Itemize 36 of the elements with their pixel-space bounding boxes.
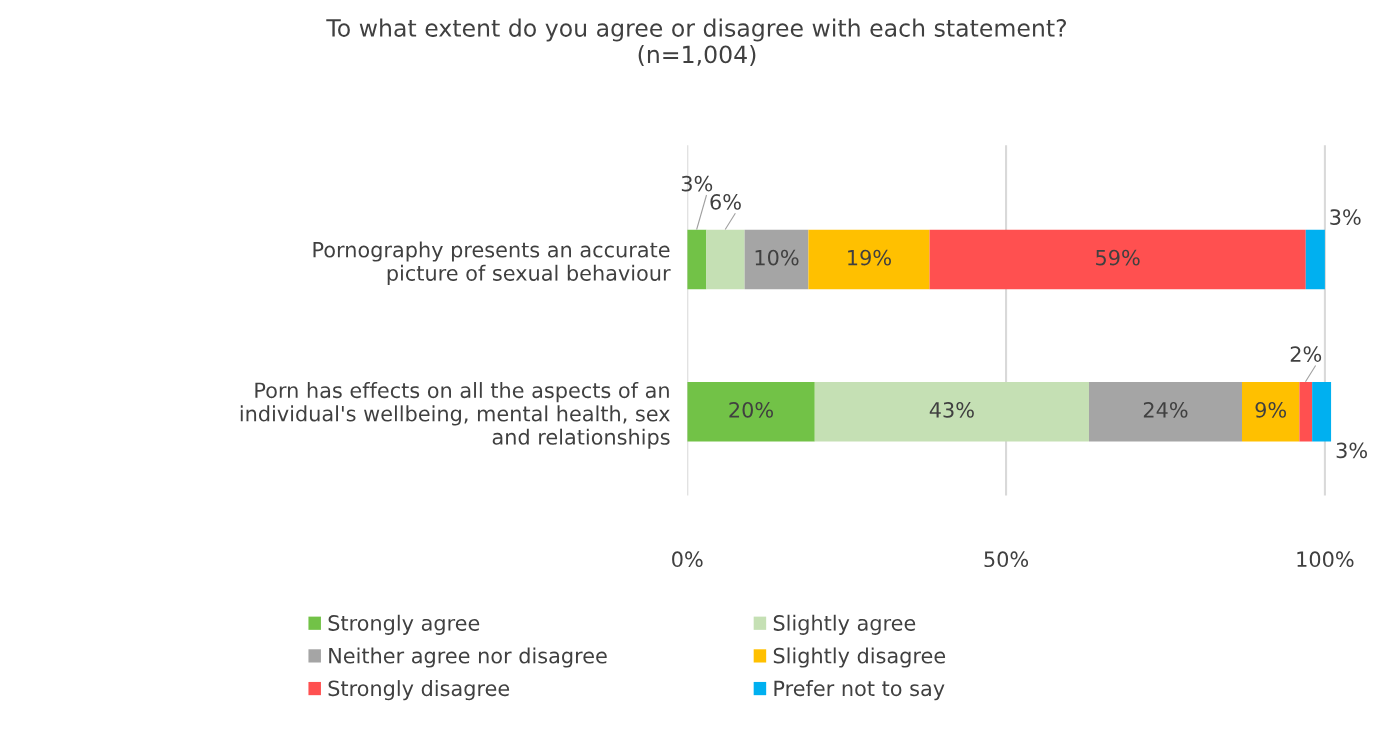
- bar: [929, 229, 1306, 290]
- bar: [1312, 382, 1332, 442]
- legend-label: Slightly agree: [773, 614, 916, 635]
- legend-label: Strongly disagree: [328, 680, 510, 701]
- bar: [808, 229, 930, 290]
- data-label: 2%: [1290, 346, 1322, 362]
- data-label: 3%: [681, 175, 713, 192]
- legend-label: Strongly agree: [328, 614, 480, 635]
- legend-label: Neither agree nor disagree: [329, 647, 607, 668]
- chart-title: To what extent do you agree or disagree with each statement? (n=1,004): [326, 18, 1067, 67]
- data-label: 9%: [1255, 401, 1287, 418]
- legend-label: Prefer not to say: [774, 680, 945, 701]
- bar: [814, 382, 1089, 442]
- y-tick-label: Pornography presents an accurate picture of sexual behaviour: [313, 241, 671, 285]
- bar: [1305, 229, 1325, 290]
- x-tick-label: 50%: [984, 551, 1029, 568]
- data-label: 24%: [1143, 401, 1188, 418]
- data-label: 3%: [1336, 442, 1367, 459]
- data-label: 3%: [1330, 209, 1361, 225]
- legend-label: Slightly disagree: [773, 647, 946, 668]
- bar: [1299, 382, 1313, 442]
- bar: [1088, 382, 1242, 442]
- y-tick-label: Porn has effects on all the aspects of an individual's wellbeing, mental health, sex and relationships: [240, 382, 670, 449]
- x-tick-label: 100%: [1297, 551, 1354, 568]
- data-label: 19%: [848, 249, 891, 266]
- data-label: 6%: [710, 193, 741, 210]
- bar: [744, 229, 809, 290]
- x-tick-label: 0%: [672, 551, 703, 568]
- data-label: 10%: [755, 249, 799, 266]
- data-label: 59%: [1096, 249, 1140, 266]
- data-label: 43%: [929, 401, 974, 418]
- bar: [687, 382, 815, 442]
- bar: [1242, 382, 1300, 442]
- data-label: 20%: [729, 401, 774, 418]
- bar: [687, 229, 707, 290]
- bar: [706, 229, 745, 290]
